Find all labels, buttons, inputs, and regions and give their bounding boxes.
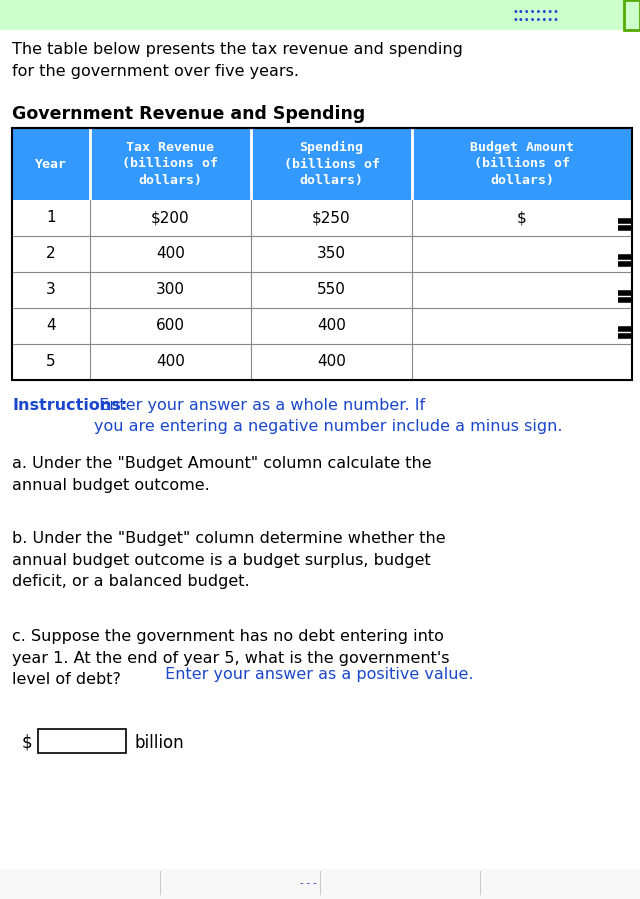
Text: Enter your answer as a whole number. If
you are entering a negative number inclu: Enter your answer as a whole number. If … <box>94 398 563 434</box>
Text: $250: $250 <box>312 210 351 226</box>
Bar <box>12 344 632 380</box>
Text: - - -: - - - <box>300 878 316 888</box>
Text: $200: $200 <box>151 210 190 226</box>
Text: $: $ <box>22 734 33 752</box>
Text: The table below presents the tax revenue and spending
for the government over fi: The table below presents the tax revenue… <box>12 42 463 78</box>
Text: $: $ <box>517 210 527 226</box>
Text: a. Under the "Budget Amount" column calculate the
annual budget outcome.: a. Under the "Budget Amount" column calc… <box>12 456 431 493</box>
Bar <box>90 128 251 200</box>
Text: 4: 4 <box>46 318 56 334</box>
Text: Budget Amount
(billions of
dollars): Budget Amount (billions of dollars) <box>470 141 574 187</box>
Text: 5: 5 <box>46 354 56 369</box>
Bar <box>12 128 632 380</box>
Bar <box>12 308 632 344</box>
Text: Spending
(billions of
dollars): Spending (billions of dollars) <box>284 141 380 187</box>
Text: c. Suppose the government has no debt entering into
year 1. At the end of year 5: c. Suppose the government has no debt en… <box>12 629 449 687</box>
Text: 300: 300 <box>156 282 185 298</box>
Bar <box>412 128 632 200</box>
Text: 2: 2 <box>46 246 56 262</box>
Bar <box>38 729 126 753</box>
Bar <box>12 200 632 236</box>
Text: 400: 400 <box>156 354 185 369</box>
Bar <box>251 128 412 200</box>
Text: 350: 350 <box>317 246 346 262</box>
Text: 1: 1 <box>46 210 56 226</box>
Bar <box>12 128 90 200</box>
Bar <box>12 236 632 272</box>
Text: Tax Revenue
(billions of
dollars): Tax Revenue (billions of dollars) <box>122 141 218 187</box>
Text: 400: 400 <box>317 318 346 334</box>
Text: billion: billion <box>135 734 184 752</box>
Text: Year: Year <box>35 157 67 171</box>
Text: Instructions:: Instructions: <box>12 398 127 413</box>
Text: 550: 550 <box>317 282 346 298</box>
Bar <box>624 0 640 30</box>
Bar <box>0 0 640 30</box>
Text: b. Under the "Budget" column determine whether the
annual budget outcome is a bu: b. Under the "Budget" column determine w… <box>12 531 445 589</box>
Bar <box>12 272 632 308</box>
Text: 3: 3 <box>46 282 56 298</box>
Bar <box>0 869 640 899</box>
Text: 600: 600 <box>156 318 185 334</box>
Text: 400: 400 <box>156 246 185 262</box>
Text: Enter your answer as a positive value.: Enter your answer as a positive value. <box>160 667 474 682</box>
Text: 400: 400 <box>317 354 346 369</box>
Text: ••••••••: •••••••• <box>512 7 559 17</box>
Text: Government Revenue and Spending: Government Revenue and Spending <box>12 105 365 123</box>
Text: ••••••••: •••••••• <box>512 15 559 25</box>
